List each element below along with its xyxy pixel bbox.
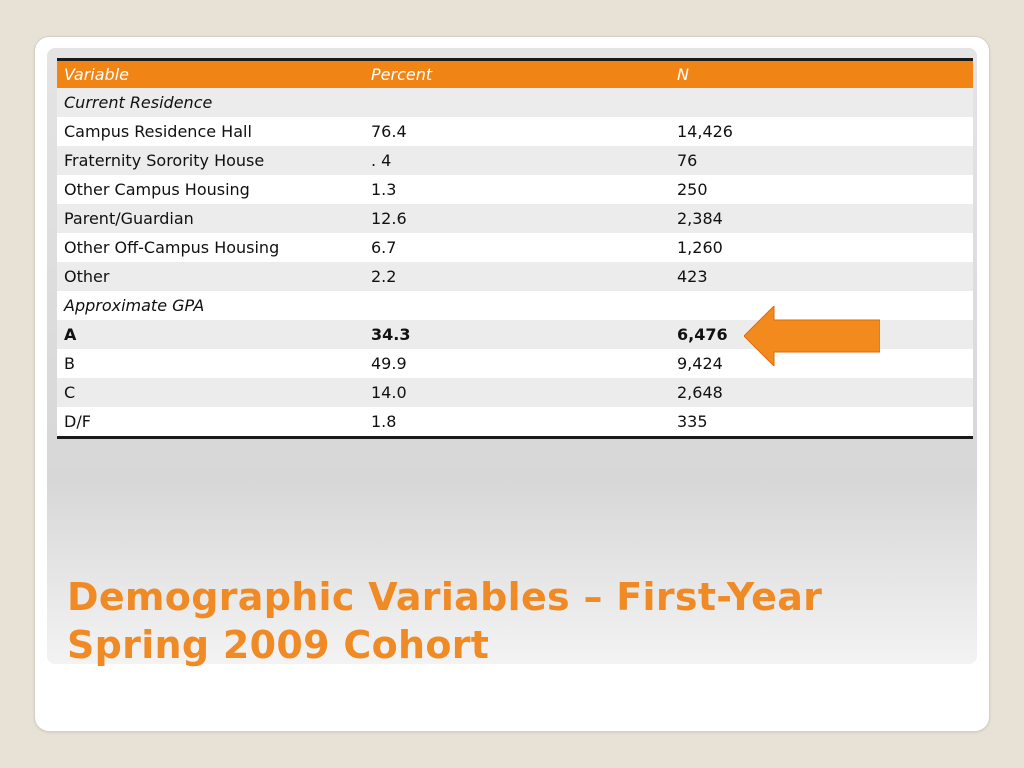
cell-percent: 12.6 bbox=[371, 209, 407, 228]
cell-percent: 2.2 bbox=[371, 267, 397, 286]
demographics-table: Variable Percent N Current Residence Cam… bbox=[57, 58, 973, 439]
cell-variable: Other bbox=[64, 267, 110, 286]
cell-n: 6,476 bbox=[677, 325, 728, 344]
header-n: N bbox=[677, 65, 689, 84]
cell-percent: 76.4 bbox=[371, 122, 407, 141]
table-header-row: Variable Percent N bbox=[57, 58, 973, 88]
table-row: Other Off-Campus Housing 6.7 1,260 bbox=[57, 233, 973, 262]
table-row: Fraternity Sorority House . 4 76 bbox=[57, 146, 973, 175]
table-row: B 49.9 9,424 bbox=[57, 349, 973, 378]
cell-variable: B bbox=[64, 354, 75, 373]
cell-n: 2,384 bbox=[677, 209, 723, 228]
cell-percent: 6.7 bbox=[371, 238, 397, 257]
cell-n: 335 bbox=[677, 412, 708, 431]
cell-n: 423 bbox=[677, 267, 708, 286]
cell-variable: Parent/Guardian bbox=[64, 209, 194, 228]
cell-percent: 34.3 bbox=[371, 325, 411, 344]
cell-variable: Other Campus Housing bbox=[64, 180, 250, 199]
cell-percent: . 4 bbox=[371, 151, 392, 170]
cell-variable: C bbox=[64, 383, 76, 402]
table-row: Parent/Guardian 12.6 2,384 bbox=[57, 204, 973, 233]
left-arrow-icon bbox=[744, 306, 880, 366]
cell-n: 1,260 bbox=[677, 238, 723, 257]
slide-title: Demographic Variables – First-Year Sprin… bbox=[67, 573, 947, 669]
cell-variable: Fraternity Sorority House bbox=[64, 151, 265, 170]
cell-percent: 14.0 bbox=[371, 383, 407, 402]
cell-percent: 1.3 bbox=[371, 180, 397, 199]
cell-n: 14,426 bbox=[677, 122, 733, 141]
header-variable: Variable bbox=[64, 65, 129, 84]
cell-percent: 1.8 bbox=[371, 412, 397, 431]
cell-n: 2,648 bbox=[677, 383, 723, 402]
cell-n: 9,424 bbox=[677, 354, 723, 373]
cell-n: 76 bbox=[677, 151, 698, 170]
section-label: Current Residence bbox=[64, 93, 213, 112]
section-row-current-residence: Current Residence bbox=[57, 88, 973, 117]
cell-variable: A bbox=[64, 325, 77, 344]
slide-title-line1: Demographic Variables – First-Year bbox=[67, 575, 823, 619]
table-row: D/F 1.8 335 bbox=[57, 407, 973, 439]
slide-title-line2: Spring 2009 Cohort bbox=[67, 623, 490, 667]
table-row: C 14.0 2,648 bbox=[57, 378, 973, 407]
table-row: Other Campus Housing 1.3 250 bbox=[57, 175, 973, 204]
table-row: Other 2.2 423 bbox=[57, 262, 973, 291]
cell-variable: D/F bbox=[64, 412, 91, 431]
header-percent: Percent bbox=[371, 65, 433, 84]
section-label: Approximate GPA bbox=[64, 296, 205, 315]
cell-percent: 49.9 bbox=[371, 354, 407, 373]
section-row-approximate-gpa: Approximate GPA bbox=[57, 291, 973, 320]
cell-variable: Campus Residence Hall bbox=[64, 122, 252, 141]
cell-n: 250 bbox=[677, 180, 708, 199]
table-row: Campus Residence Hall 76.4 14,426 bbox=[57, 117, 973, 146]
cell-variable: Other Off-Campus Housing bbox=[64, 238, 280, 257]
